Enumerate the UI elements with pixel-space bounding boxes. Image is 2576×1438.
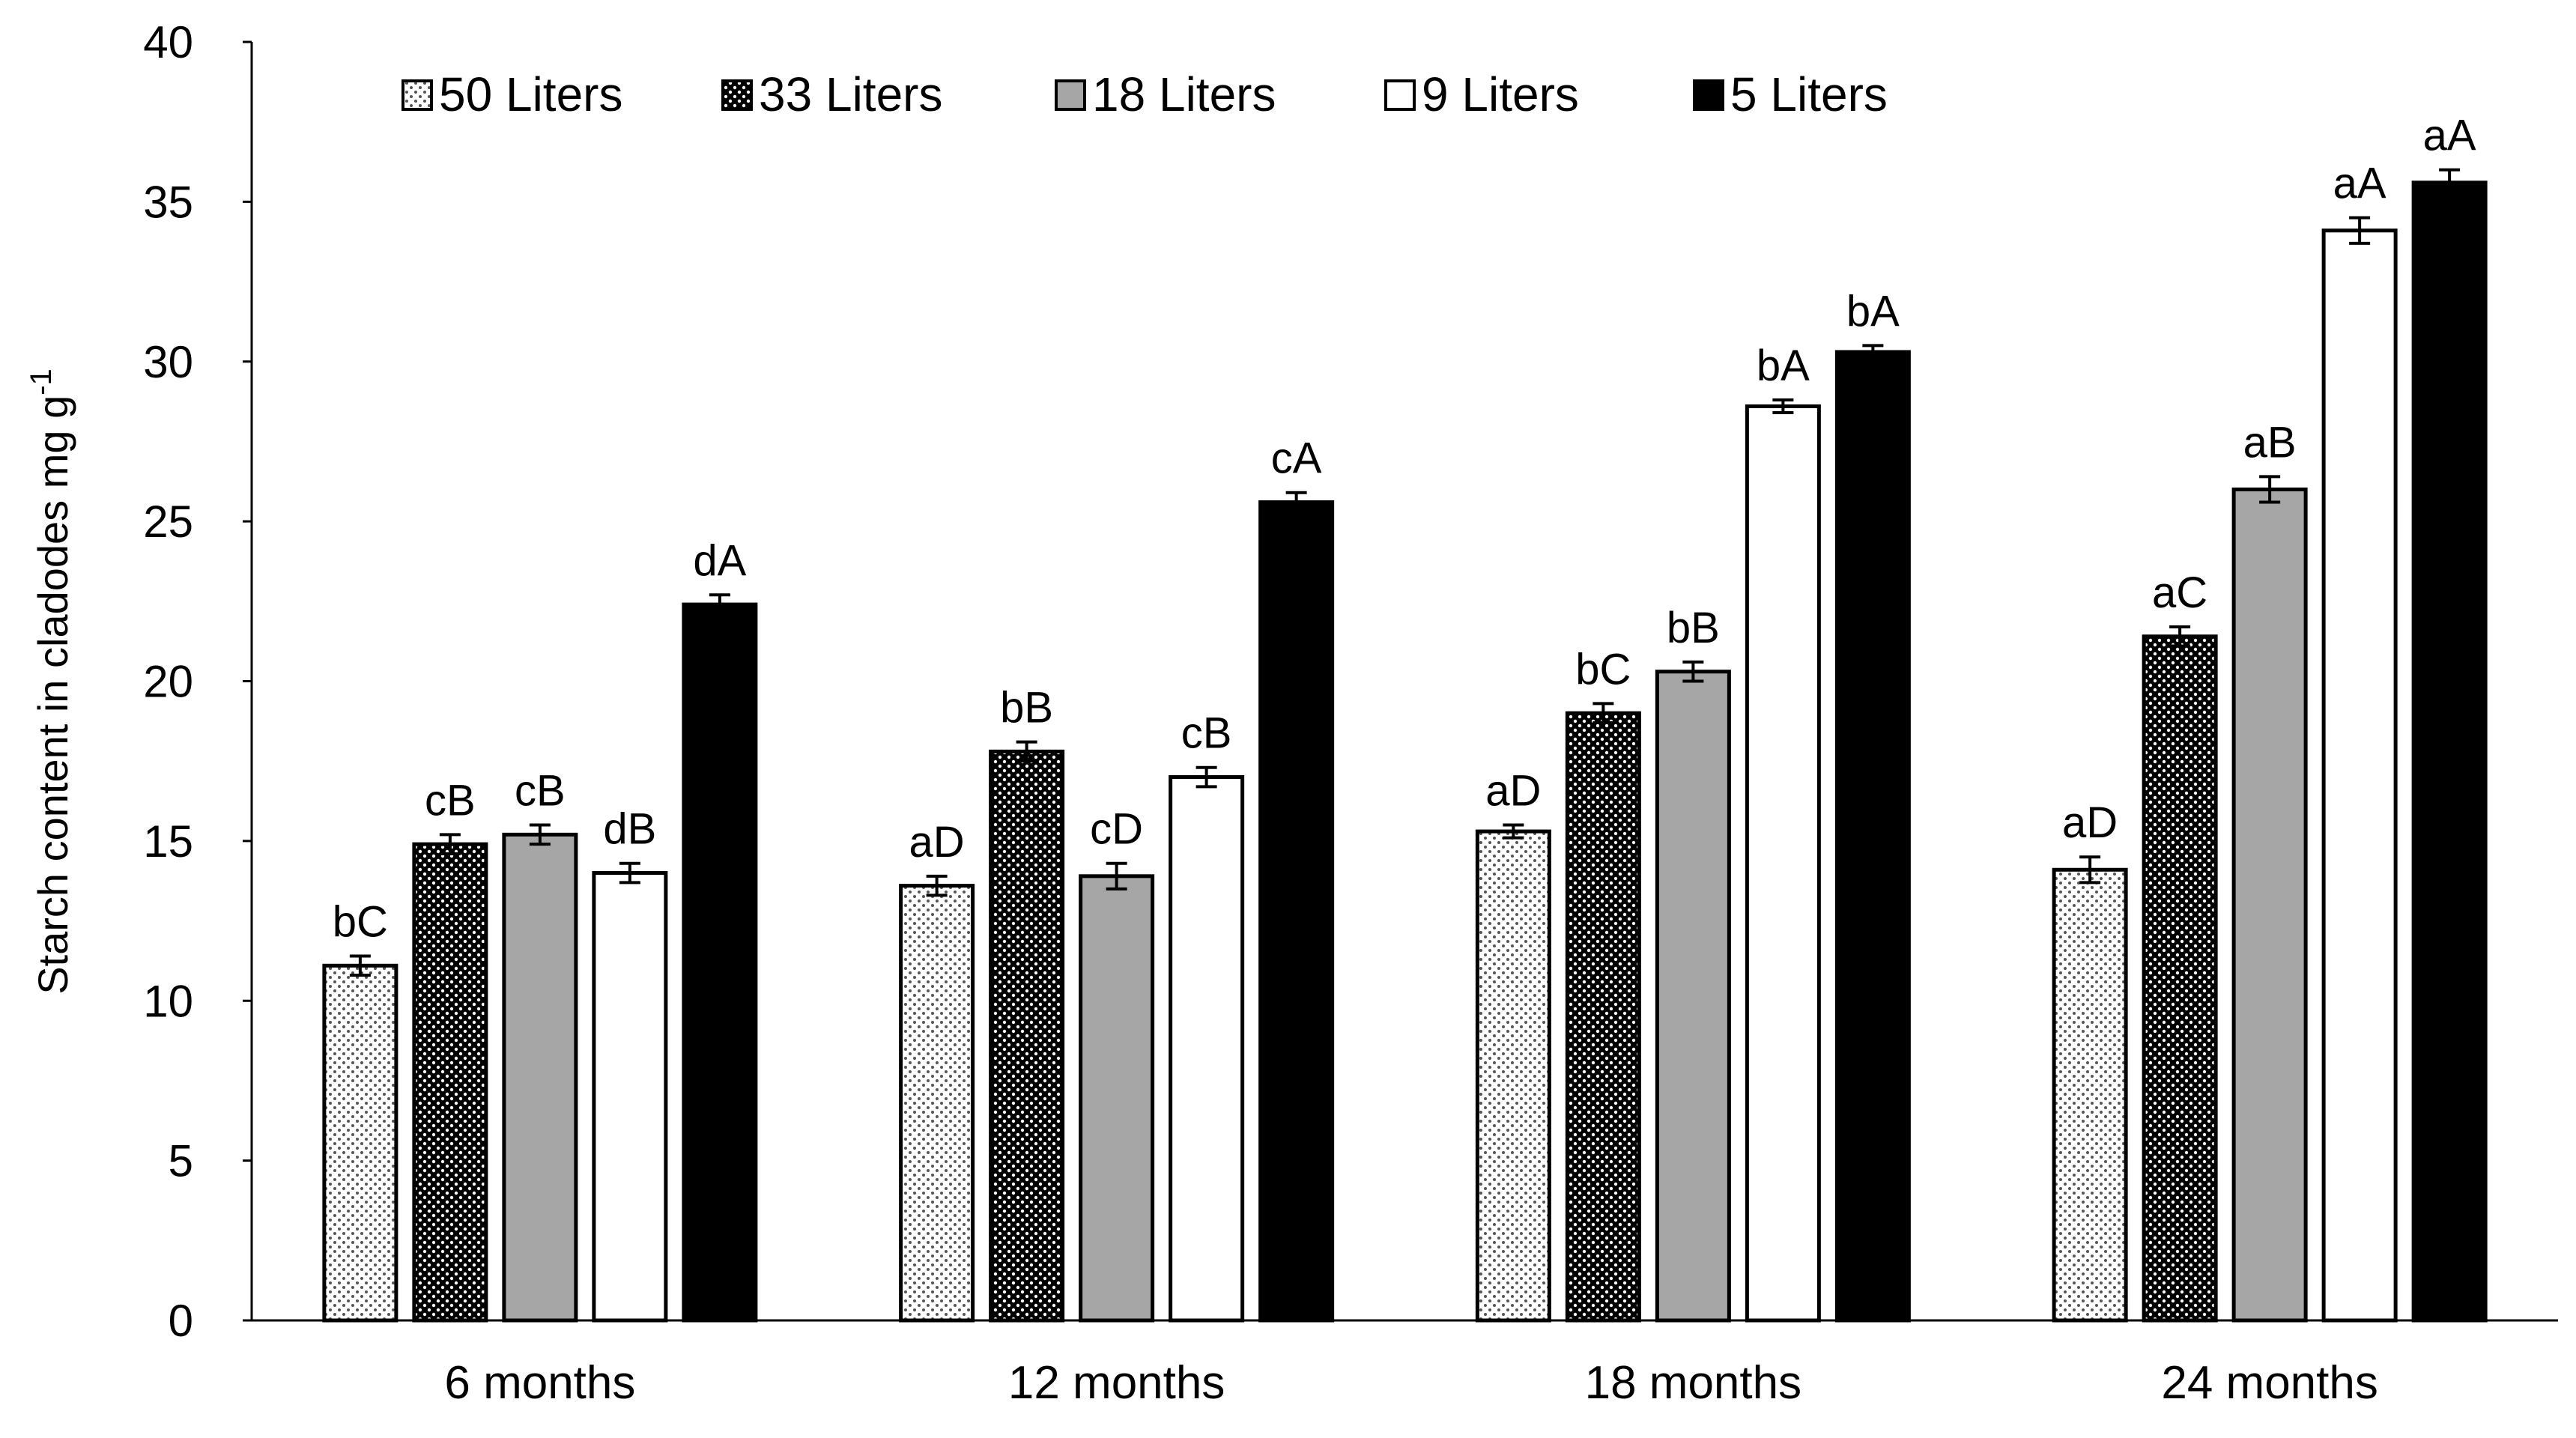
bar (989, 749, 1065, 1323)
data-label: bA (1757, 342, 1810, 390)
legend-swatch (721, 79, 753, 111)
legend: 50 Liters 33 Liters 18 Liters 9 Liters 5 Lit… (401, 67, 1888, 121)
data-label: dA (693, 536, 746, 585)
legend-swatch (1055, 79, 1086, 111)
data-label: aC (2152, 568, 2207, 617)
bar (1475, 829, 1551, 1323)
data-label: bB (1000, 684, 1053, 732)
legend-swatch (1693, 79, 1724, 111)
y-axis-title-superscript: -1 (25, 368, 58, 395)
x-category-label: 18 months (1585, 1357, 1802, 1409)
data-label: cB (1181, 709, 1232, 758)
data-label: bC (333, 898, 388, 947)
data-label: dB (603, 805, 656, 854)
x-category-label: 6 months (444, 1357, 635, 1409)
y-axis-title: Starch content in cladodes mg g-1 (25, 368, 76, 995)
data-label: bC (1575, 645, 1631, 694)
bar (899, 884, 975, 1323)
bar (1258, 500, 1335, 1323)
bar (1079, 874, 1155, 1323)
x-category-label: 24 months (2161, 1357, 2378, 1409)
data-label: aD (1485, 767, 1541, 816)
data-label: bA (1846, 287, 1900, 336)
y-tick-label: 15 (143, 816, 193, 867)
bar (412, 842, 488, 1323)
data-label: aB (2243, 418, 2297, 467)
data-label: cA (1271, 434, 1322, 483)
legend-label: 50 Liters (439, 67, 622, 121)
bar (1655, 670, 1731, 1323)
bar (2321, 228, 2398, 1323)
legend-label: 9 Liters (1422, 67, 1579, 121)
data-label: cD (1090, 805, 1143, 854)
bar (2142, 634, 2218, 1323)
y-tick-label: 20 (143, 657, 193, 707)
legend-label: 5 Liters (1730, 67, 1888, 121)
bar (1169, 775, 1245, 1323)
bar (1834, 350, 1911, 1323)
bar (592, 871, 668, 1323)
data-label: aA (2333, 160, 2386, 208)
bar (1745, 404, 1821, 1323)
bar (2231, 487, 2308, 1323)
y-tick-label: 25 (143, 497, 193, 547)
bar (502, 832, 578, 1323)
legend-label: 33 Liters (759, 67, 942, 121)
data-label: cB (425, 776, 476, 825)
legend-swatch (401, 79, 433, 111)
data-label: aD (909, 818, 965, 867)
bar (2411, 180, 2488, 1323)
y-tick-label: 35 (143, 177, 193, 227)
x-category-label: 12 months (1008, 1357, 1225, 1409)
legend-label: 18 Liters (1092, 67, 1276, 121)
y-tick-label: 30 (143, 337, 193, 387)
bars-layer: 6 months bC cB cB dB dA 12 months aD bB cD cB cA 18 … (322, 112, 2488, 1409)
data-label: aA (2423, 112, 2476, 160)
data-label: bB (1667, 604, 1720, 652)
data-label: cB (515, 767, 566, 816)
data-label: aD (2062, 798, 2118, 847)
y-tick-label: 0 (169, 1296, 193, 1346)
y-tick-label: 10 (143, 976, 193, 1026)
bar (1565, 711, 1641, 1323)
bar (682, 602, 758, 1323)
bar (2052, 867, 2128, 1323)
axes-layer: 0 5 10 15 20 25 30 35 40 (143, 17, 2558, 1346)
y-tick-label: 40 (143, 17, 193, 67)
legend-swatch (1384, 79, 1416, 111)
y-tick-label: 5 (169, 1136, 193, 1186)
bar (322, 963, 398, 1323)
y-axis-title-text: Starch content in cladodes mg g (29, 395, 76, 995)
